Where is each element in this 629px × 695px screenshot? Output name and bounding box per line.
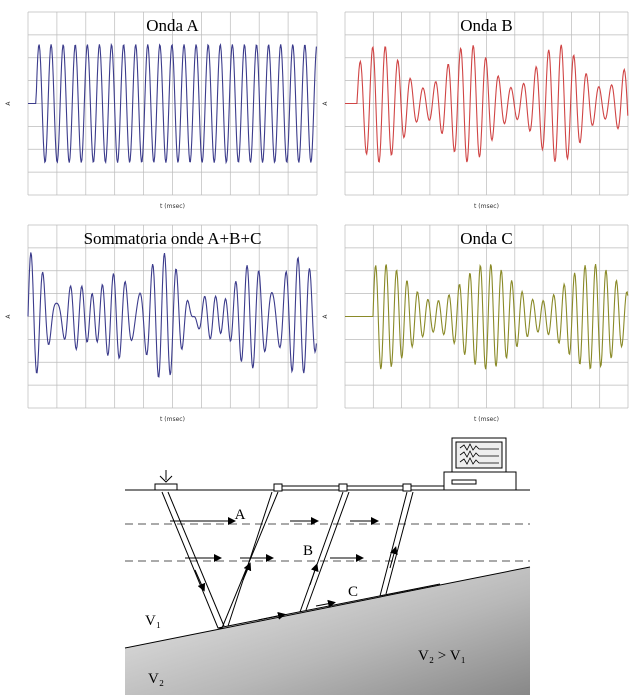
grid: [27, 11, 318, 196]
waveform: [27, 252, 317, 378]
arrows: [170, 517, 398, 621]
y-axis-label: A: [322, 314, 329, 319]
source: [154, 470, 178, 491]
y-axis-label: A: [322, 101, 329, 106]
grid: [27, 224, 318, 409]
waveform-panel: Onda B t (msec) A: [322, 11, 629, 210]
geophones: [273, 483, 445, 492]
refractor-layer: [125, 567, 530, 695]
panel-title: Onda B: [460, 16, 512, 35]
waveform: [28, 42, 317, 165]
wave-label: C: [348, 584, 358, 600]
grid: [344, 11, 629, 196]
y-axis-label: A: [5, 314, 12, 319]
x-axis-label: t (msec): [474, 416, 499, 423]
waveform-panel: Onda A t (msec) A: [5, 11, 318, 210]
velocity-label: V₂: [148, 671, 164, 687]
velocity-label: V₁: [145, 613, 161, 629]
waveform: [345, 263, 629, 370]
waveform-panel: Sommatoria onde A+B+C t (msec) A: [5, 224, 318, 423]
x-axis-label: t (msec): [160, 416, 185, 423]
x-axis-label: t (msec): [160, 203, 185, 210]
waveform: [345, 44, 629, 163]
seismic-diagram: A B C V₁ V₂ > V₁ V₂: [124, 437, 531, 695]
wave-label: A: [235, 507, 246, 523]
velocity-label: V₂ > V₁: [418, 648, 466, 664]
waveform-panel: Onda C t (msec) A: [322, 224, 629, 423]
panel-title: Onda A: [146, 16, 199, 35]
y-axis-label: A: [5, 101, 12, 106]
panel-title: Onda C: [460, 229, 512, 248]
x-axis-label: t (msec): [474, 203, 499, 210]
wave-label: B: [303, 543, 313, 559]
grid: [344, 224, 629, 409]
panel-title: Sommatoria onde A+B+C: [84, 229, 262, 248]
seismograph: [443, 437, 517, 491]
